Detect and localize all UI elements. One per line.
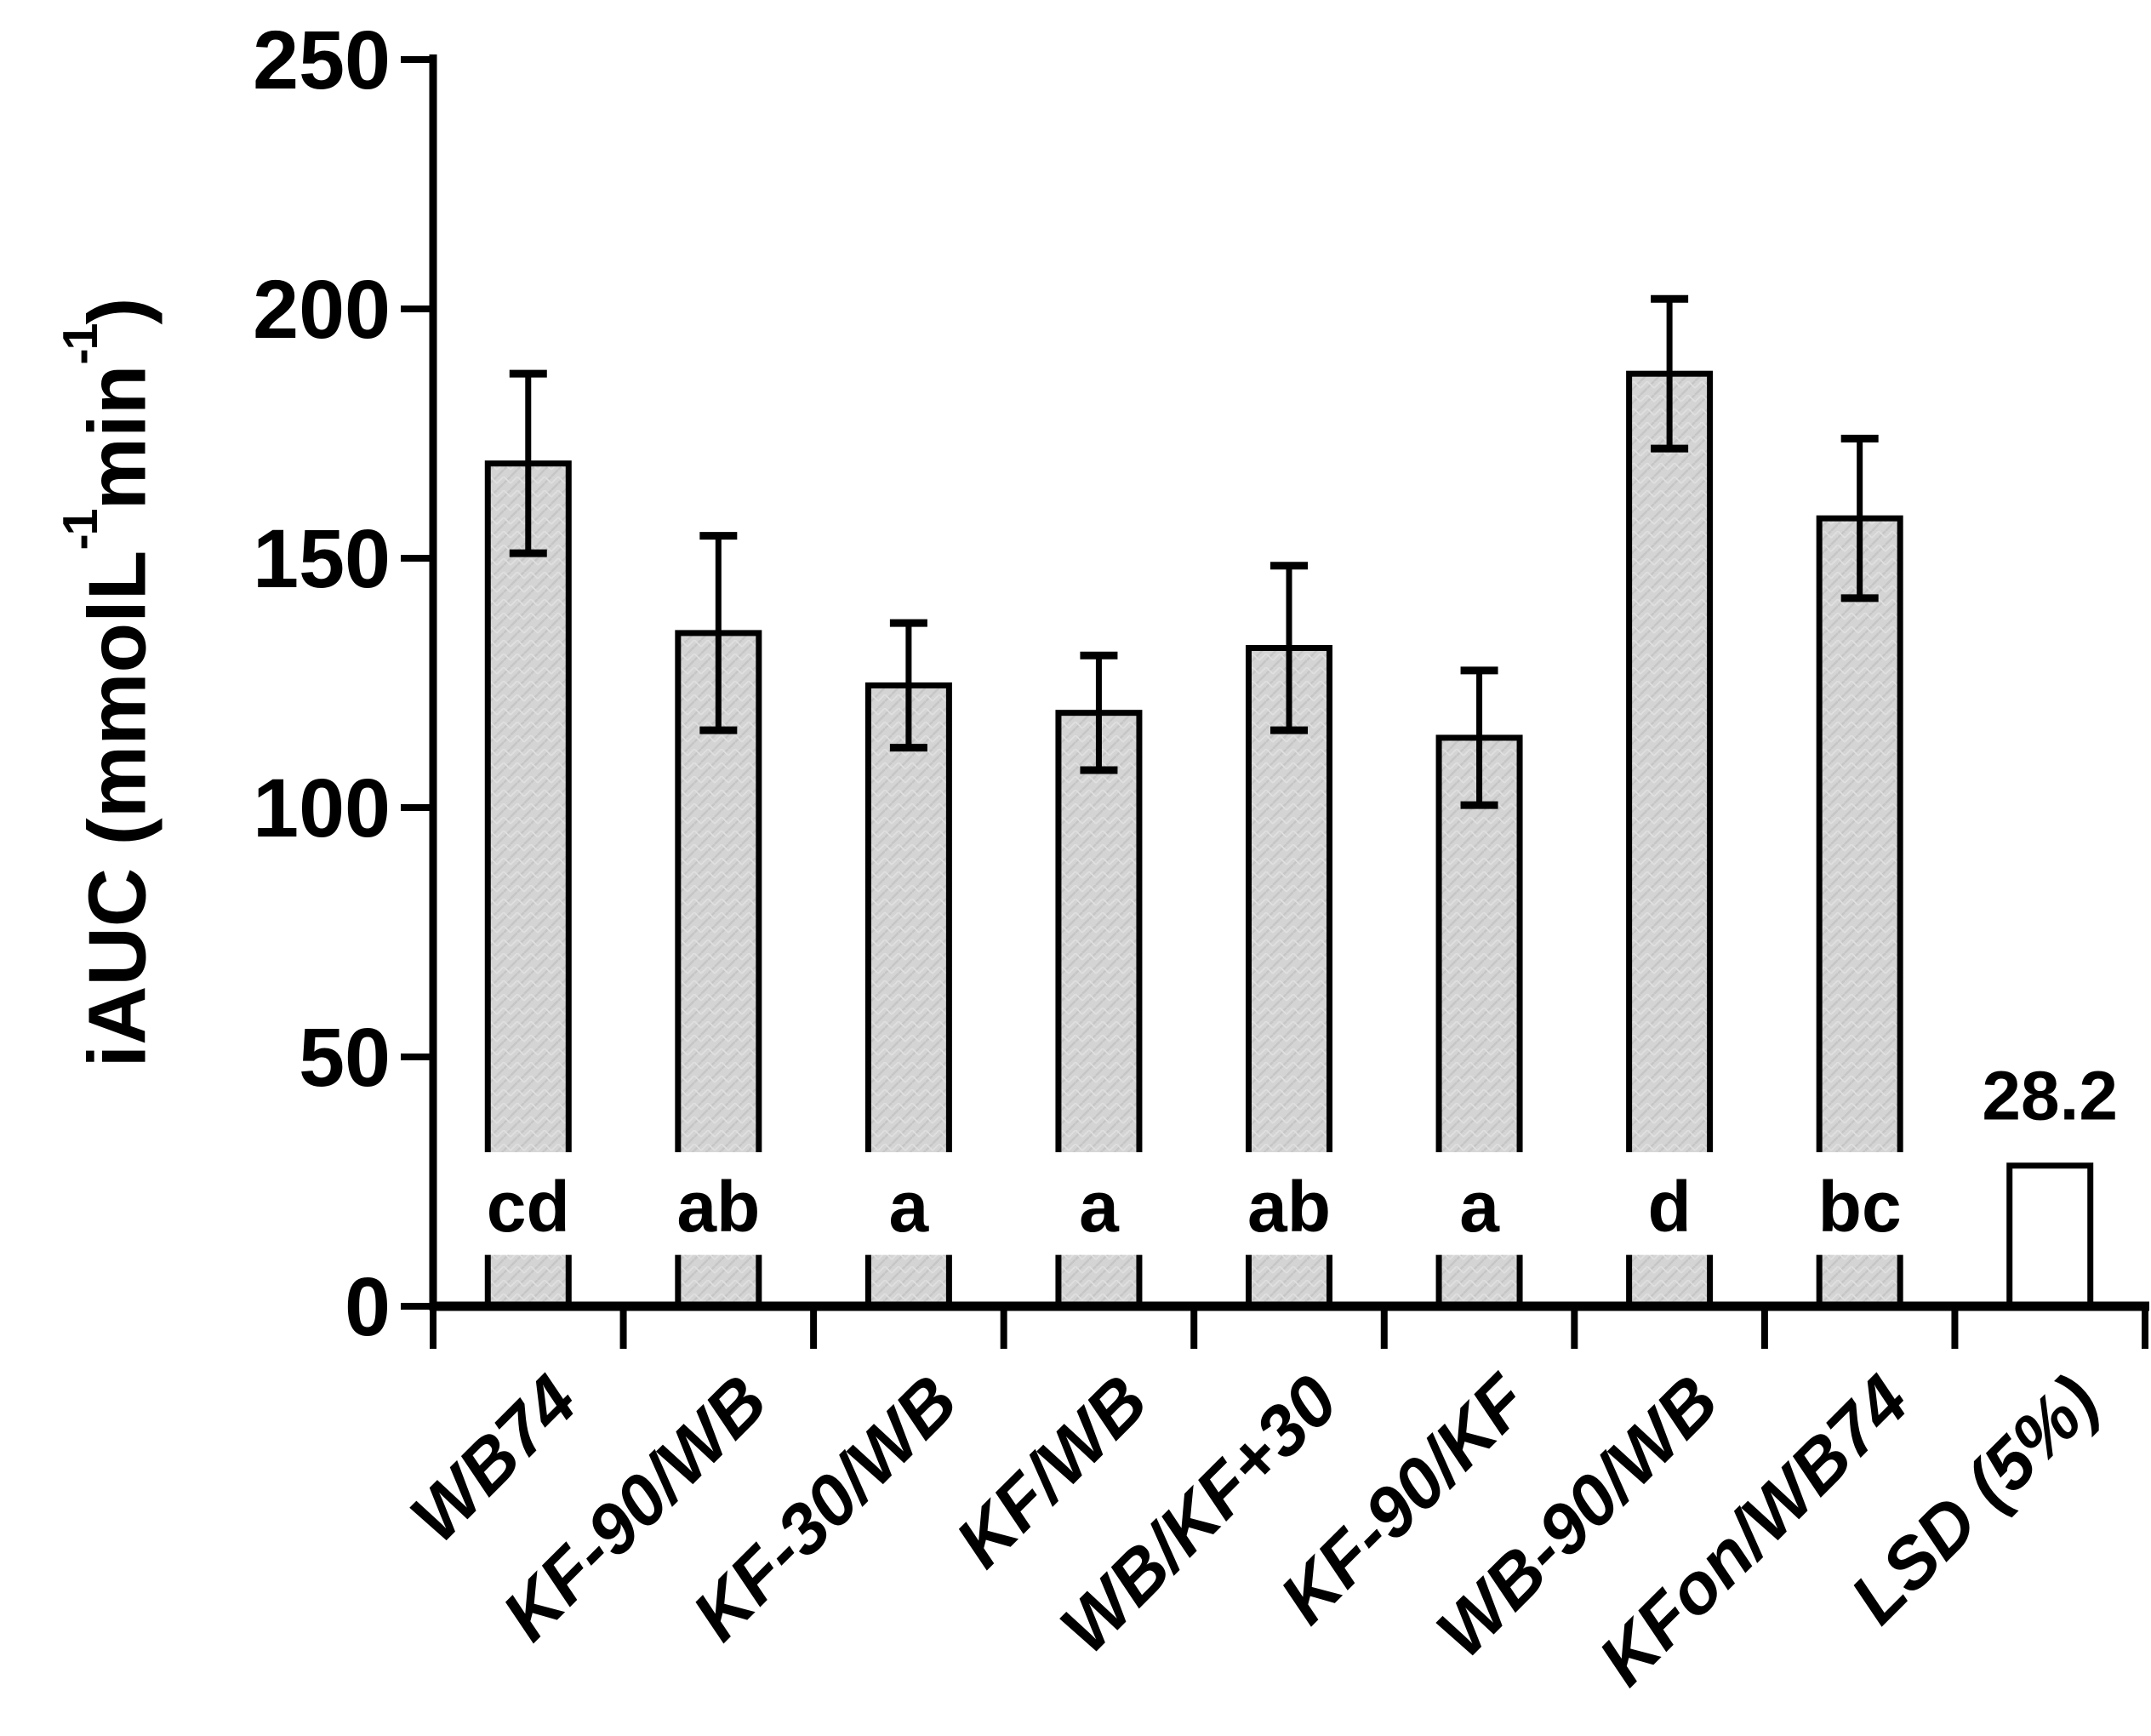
significance-letter: d (1647, 1167, 1691, 1247)
bar-lsd-5- (2006, 1162, 2094, 1310)
letter-band (482, 1151, 575, 1255)
letter-band (1433, 1151, 1526, 1255)
y-tick-label: 100 (253, 762, 391, 854)
y-tick-label: 200 (253, 263, 391, 356)
y-tick-label: 50 (299, 1011, 391, 1104)
letter-band (1052, 1151, 1145, 1255)
letter-band (1813, 1151, 1907, 1255)
significance-letter: ab (1247, 1167, 1331, 1247)
significance-letter: ab (676, 1167, 760, 1247)
bar-value-label: 28.2 (1982, 1058, 2118, 1135)
significance-letter: cd (487, 1167, 570, 1247)
y-tick-label: 250 (253, 14, 391, 106)
letter-band (1623, 1151, 1716, 1255)
significance-letter: a (1079, 1167, 1120, 1247)
significance-letter: bc (1818, 1167, 1902, 1247)
letter-band (1242, 1151, 1336, 1255)
y-tick-label: 0 (345, 1260, 391, 1353)
letter-band (671, 1151, 765, 1255)
significance-letter: a (1459, 1167, 1500, 1247)
letter-band (862, 1151, 956, 1255)
y-tick-label: 150 (253, 512, 391, 605)
significance-letter: a (889, 1167, 930, 1247)
